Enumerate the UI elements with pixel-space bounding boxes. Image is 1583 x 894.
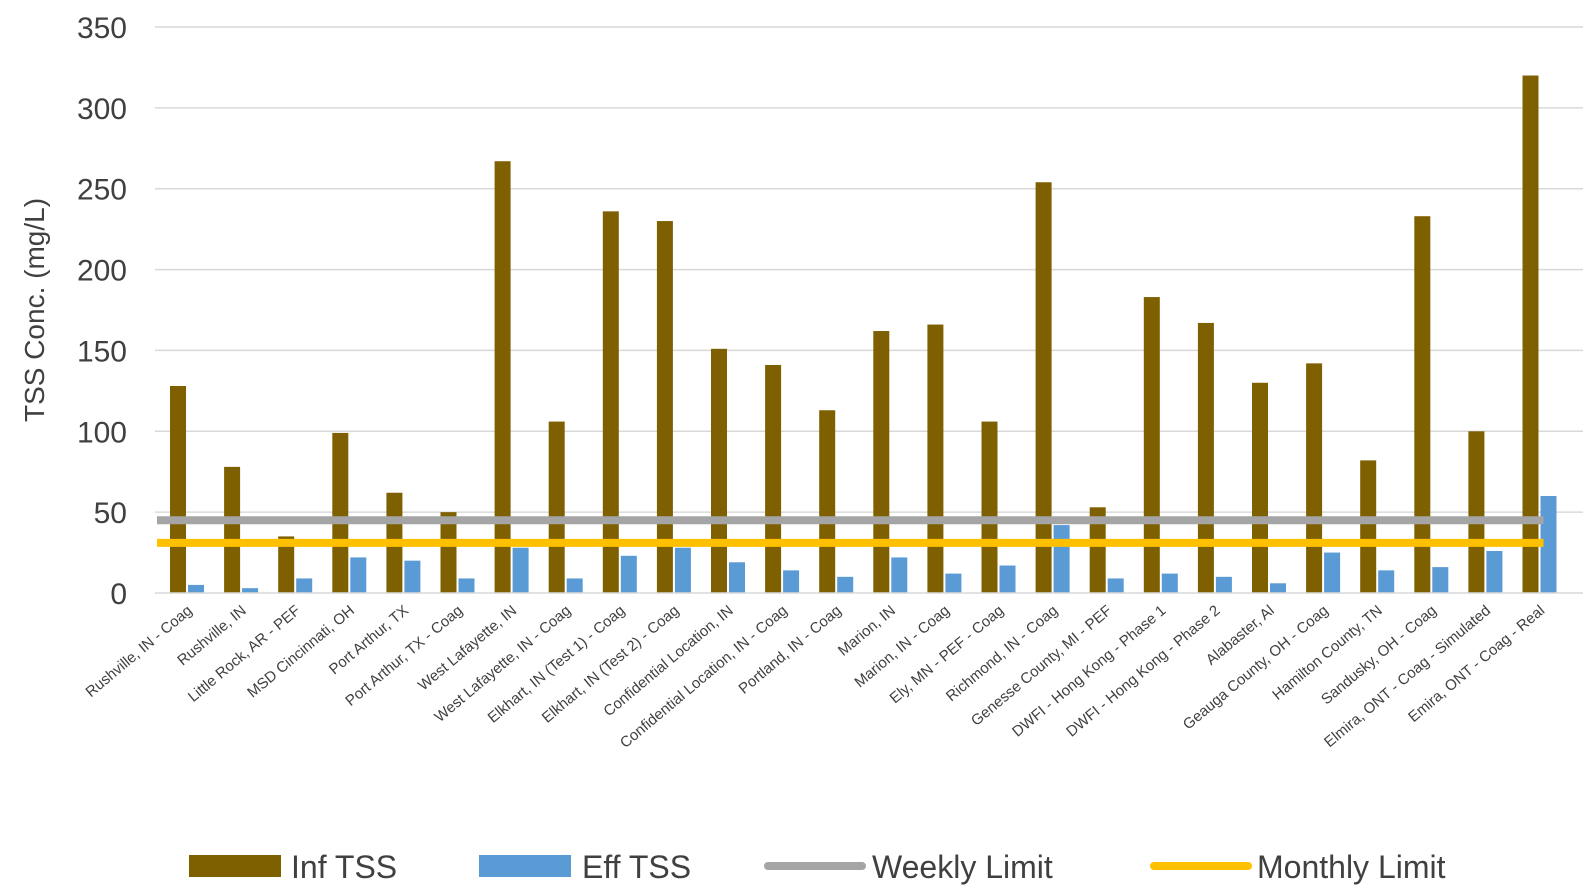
bar-eff-tss bbox=[837, 576, 854, 593]
legend-label: Inf TSS bbox=[291, 849, 397, 885]
y-tick-label: 300 bbox=[77, 93, 127, 126]
bar-inf-tss bbox=[927, 324, 944, 593]
bar-inf-tss bbox=[711, 348, 727, 593]
x-category-label: Marion, IN - Coag bbox=[851, 602, 953, 691]
y-tick-label: 150 bbox=[77, 335, 127, 368]
y-tick-label: 0 bbox=[110, 578, 127, 611]
bar-inf-tss bbox=[1360, 460, 1377, 593]
bar-inf-tss bbox=[602, 211, 619, 593]
bar-eff-tss bbox=[1540, 495, 1557, 593]
bar-eff-tss bbox=[512, 547, 529, 593]
bar-eff-tss bbox=[620, 555, 637, 593]
legend: Inf TSS Eff TSS Weekly Limit Monthly Limit bbox=[189, 849, 1446, 885]
bar-inf-tss bbox=[1468, 431, 1485, 593]
legend-swatch bbox=[189, 855, 281, 877]
gridlines bbox=[155, 26, 1583, 513]
bar-eff-tss bbox=[783, 570, 800, 593]
bar-eff-tss bbox=[1324, 552, 1341, 593]
bar-eff-tss bbox=[404, 560, 421, 593]
bar-inf-tss bbox=[981, 421, 998, 593]
bar-eff-tss bbox=[999, 565, 1016, 593]
y-tick-label: 200 bbox=[77, 255, 127, 288]
bar-eff-tss bbox=[1053, 525, 1070, 593]
bar-inf-tss bbox=[1143, 297, 1160, 593]
bar-inf-tss bbox=[548, 421, 565, 593]
legend-label: Monthly Limit bbox=[1257, 849, 1446, 885]
legend-label: Eff TSS bbox=[582, 849, 691, 885]
legend-label: Weekly Limit bbox=[872, 849, 1053, 885]
bar-inf-tss bbox=[1414, 216, 1431, 593]
bar-inf-tss bbox=[656, 221, 673, 594]
y-tick-label: 50 bbox=[94, 497, 127, 530]
bar-eff-tss bbox=[1270, 583, 1286, 593]
bar-eff-tss bbox=[242, 588, 259, 593]
bar-eff-tss bbox=[1161, 573, 1178, 593]
bar-inf-tss bbox=[1089, 507, 1106, 593]
bar-inf-tss bbox=[494, 161, 511, 594]
x-category-label: Portland, IN - Coag bbox=[735, 602, 844, 698]
y-axis-ticks: 0 50 100 150 200 250 300 350 bbox=[77, 12, 127, 611]
bar-eff-tss bbox=[350, 557, 367, 593]
bar-eff-tss bbox=[674, 547, 691, 593]
bar-inf-tss bbox=[819, 410, 836, 593]
bar-eff-tss bbox=[891, 557, 908, 593]
bar-inf-tss bbox=[224, 466, 241, 593]
limit-lines bbox=[157, 516, 1544, 547]
bar-inf-tss bbox=[170, 386, 186, 593]
bar-eff-tss bbox=[296, 578, 313, 593]
bar-eff-tss bbox=[945, 573, 962, 593]
legend-swatch bbox=[479, 855, 571, 877]
bar-eff-tss bbox=[566, 578, 583, 593]
y-tick-label: 100 bbox=[77, 416, 127, 449]
bar-inf-tss bbox=[1522, 75, 1539, 593]
bar-eff-tss bbox=[1378, 570, 1395, 593]
bar-eff-tss bbox=[1432, 567, 1449, 593]
bar-inf-tss bbox=[1197, 322, 1214, 593]
bar-inf-tss bbox=[1035, 182, 1052, 593]
y-tick-label: 350 bbox=[77, 12, 127, 45]
bar-inf-tss bbox=[1252, 382, 1268, 593]
y-tick-label: 250 bbox=[77, 174, 127, 207]
bar-eff-tss bbox=[458, 578, 475, 593]
bar-eff-tss bbox=[1215, 576, 1232, 593]
bar-inf-tss bbox=[1306, 363, 1323, 593]
bar-inf-tss bbox=[332, 432, 349, 593]
bar-eff-tss bbox=[729, 562, 745, 593]
bar-inf-tss bbox=[873, 331, 890, 593]
y-axis-title: TSS Conc. (mg/L) bbox=[19, 198, 50, 422]
bars bbox=[170, 75, 1557, 594]
bar-inf-tss bbox=[440, 512, 457, 593]
bar-eff-tss bbox=[188, 584, 204, 593]
bar-inf-tss bbox=[765, 364, 782, 593]
x-category-label: West Lafayette, IN bbox=[415, 602, 520, 694]
bar-eff-tss bbox=[1486, 550, 1503, 593]
bar-eff-tss bbox=[1107, 578, 1124, 593]
bar-inf-tss bbox=[278, 536, 295, 593]
